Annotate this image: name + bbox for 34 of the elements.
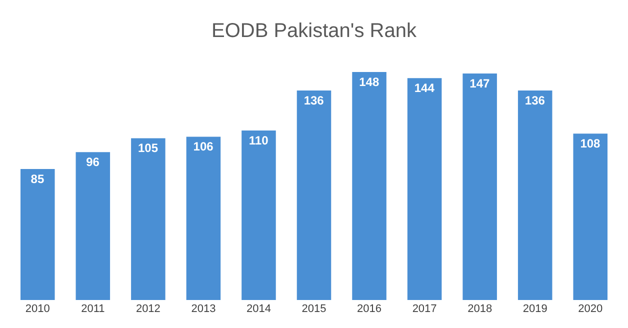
data-label: 106: [193, 140, 214, 154]
bar: [131, 138, 166, 300]
data-label: 96: [86, 155, 100, 170]
x-tick-label: 2012: [136, 303, 160, 315]
data-label: 144: [414, 81, 435, 96]
data-label: 147: [470, 76, 490, 91]
x-tick-label: 2016: [357, 303, 382, 315]
data-label: 108: [580, 136, 601, 151]
data-label: 136: [304, 93, 324, 108]
bar: [352, 72, 386, 300]
bar: [296, 90, 332, 300]
bar: [407, 78, 442, 300]
x-tick-label: 2015: [302, 303, 326, 315]
bar: [76, 152, 110, 300]
bar: [186, 136, 221, 300]
x-tick-label: 2010: [25, 303, 50, 315]
bar: [20, 169, 55, 300]
data-label: 148: [359, 75, 380, 89]
bar: [462, 74, 497, 300]
x-tick-label: 2017: [412, 303, 437, 315]
data-label: 136: [524, 93, 546, 108]
chart-title: EODB Pakistan's Rank: [211, 20, 418, 42]
data-label: 110: [248, 134, 269, 148]
bar: [573, 134, 608, 300]
x-tick-label: 2011: [81, 303, 105, 315]
bar: [242, 130, 276, 300]
data-label: 85: [30, 172, 44, 186]
bar: [518, 90, 552, 300]
x-tick-label: 2018: [468, 303, 492, 315]
x-tick-label: 2013: [191, 303, 216, 315]
x-tick-label: 2020: [578, 303, 603, 315]
x-tick-label: 2014: [246, 303, 271, 315]
data-label: 105: [138, 141, 158, 156]
x-tick-label: 2019: [522, 303, 548, 315]
